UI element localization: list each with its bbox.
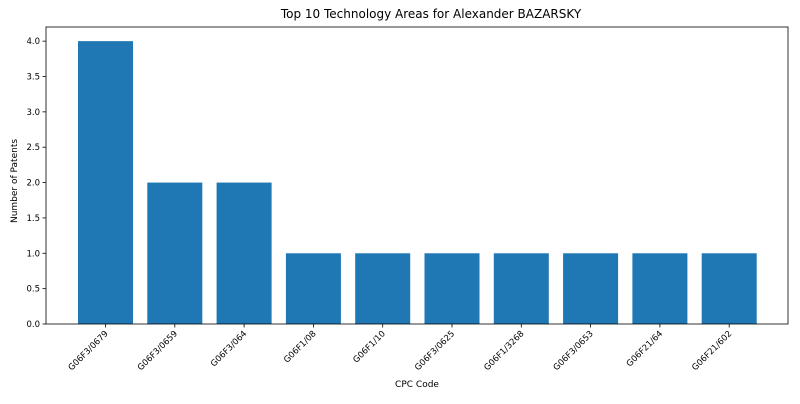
- x-tick-label-7: G06F1/3268: [482, 329, 526, 373]
- x-axis-ticks: G06F3/0679 G06F3/0659 G06F3/064 G06F1/08 G06…: [67, 324, 735, 373]
- bar-5: [355, 253, 410, 324]
- y-tick-label-4: 1.5: [26, 214, 40, 224]
- x-tick-label-10: G06F21/602: [690, 329, 734, 373]
- y-tick-label-7: 3.0: [26, 108, 40, 118]
- bar-7: [494, 253, 549, 324]
- bar-10: [702, 253, 757, 324]
- x-tick-label-4: G06F1/08: [282, 329, 318, 365]
- bars: [78, 41, 757, 324]
- y-tick-label-5: 2.0: [26, 179, 40, 189]
- x-tick-label-9: G06F21/64: [625, 329, 665, 369]
- x-tick-label-8: G06F3/0653: [552, 329, 596, 373]
- y-tick-label-6: 2.5: [26, 143, 40, 153]
- y-tick-label-8: 3.5: [26, 73, 40, 83]
- x-tick-label-3: G06F3/064: [209, 329, 249, 369]
- x-tick-label-2: G06F3/0659: [136, 329, 180, 373]
- bar-2: [147, 183, 202, 324]
- y-axis-label: Number of Patents: [10, 139, 20, 223]
- y-tick-label-1: 0.0: [26, 320, 40, 330]
- bar-4: [286, 253, 341, 324]
- x-axis-label: CPC Code: [395, 380, 439, 390]
- bar-9: [632, 253, 687, 324]
- bar-1: [78, 41, 133, 324]
- x-tick-label-1: G06F3/0679: [67, 329, 111, 373]
- chart-title: Top 10 Technology Areas for Alexander BA…: [280, 7, 582, 21]
- bar-6: [425, 253, 480, 324]
- y-tick-label-9: 4.0: [26, 37, 40, 47]
- y-axis-ticks: 0.0 0.5 1.0 1.5 2.0 2.5 3.0 3.5 4.0: [26, 37, 46, 330]
- x-tick-label-6: G06F3/0625: [413, 329, 457, 373]
- y-tick-label-3: 1.0: [26, 249, 40, 259]
- bar-3: [217, 183, 272, 324]
- y-tick-label-2: 0.5: [26, 285, 40, 295]
- bar-8: [563, 253, 618, 324]
- x-tick-label-5: G06F1/10: [351, 329, 387, 365]
